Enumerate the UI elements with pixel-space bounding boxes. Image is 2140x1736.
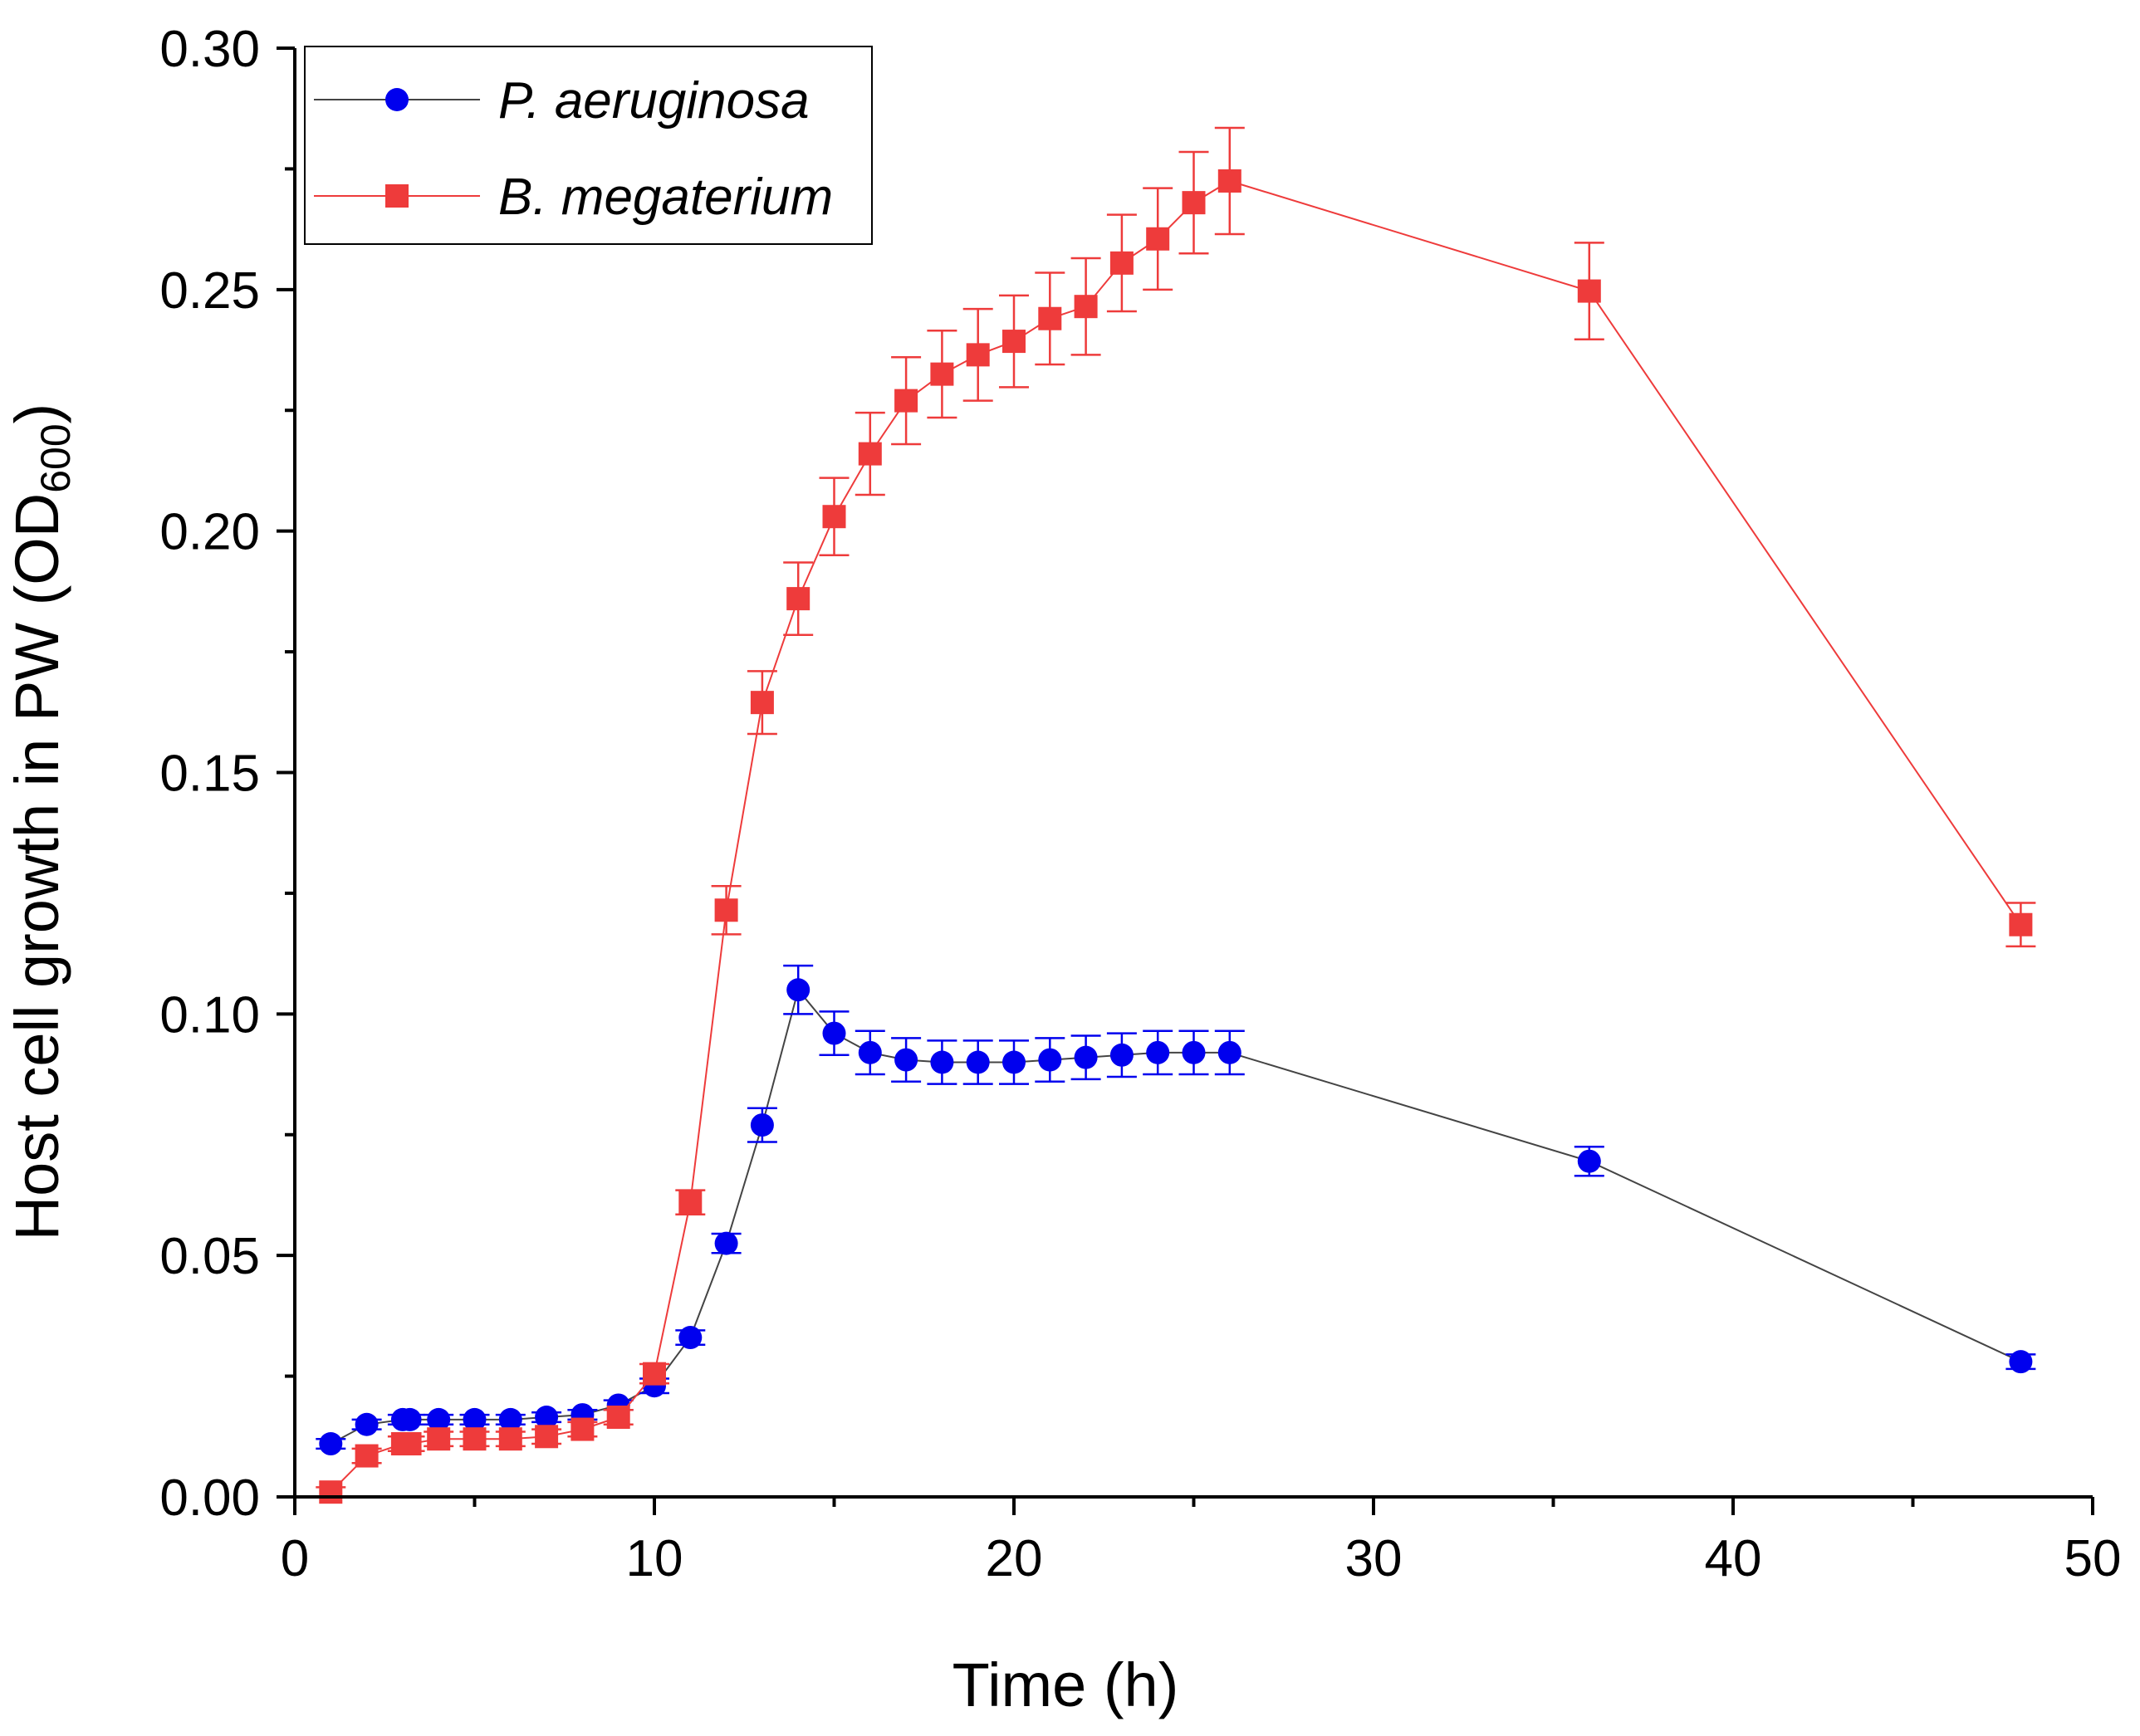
y-tick-label: 0.15 (159, 746, 260, 803)
data-point (822, 505, 846, 529)
legend-marker-p-aeruginosa (385, 88, 409, 111)
x-tick-label: 10 (626, 1530, 683, 1587)
data-point (858, 442, 882, 466)
data-point (894, 1048, 918, 1072)
data-point (786, 587, 810, 611)
data-point (858, 1040, 882, 1064)
data-point (1182, 1040, 1206, 1064)
y-axis-title-subscript: 600 (32, 423, 79, 492)
data-point (643, 1362, 666, 1386)
data-point (1074, 295, 1098, 319)
data-point (606, 1406, 630, 1430)
x-tick-label: 0 (281, 1530, 309, 1587)
data-point (1109, 251, 1134, 275)
data-point (1074, 1045, 1098, 1069)
data-point (786, 978, 810, 1002)
legend-box (304, 46, 873, 245)
x-tick-label: 40 (1705, 1530, 1762, 1587)
legend: P. aeruginosa B. megaterium (304, 46, 873, 245)
series-layer (316, 126, 2036, 1504)
y-tick-label: 0.20 (159, 504, 260, 561)
data-point (535, 1425, 559, 1449)
data-point (714, 898, 738, 922)
data-point (498, 1407, 522, 1431)
data-point (930, 362, 954, 386)
data-point (355, 1412, 379, 1436)
data-point (930, 1050, 954, 1074)
data-point (1182, 191, 1206, 215)
data-point (1146, 227, 1170, 251)
data-point (1002, 1050, 1026, 1074)
data-point (427, 1427, 451, 1451)
data-point (750, 691, 774, 715)
y-axis-title-main: Host cell growth in PW (OD (2, 493, 71, 1241)
data-point (1217, 1040, 1241, 1064)
x-tick-label: 30 (1345, 1530, 1403, 1587)
y-axis-title: Host cell growth in PW (OD600) (2, 403, 79, 1241)
data-point (1577, 1149, 1601, 1173)
data-point (678, 1191, 703, 1215)
y-tick-label: 0.10 (159, 986, 260, 1044)
data-point (966, 1050, 990, 1074)
data-point (1038, 306, 1062, 330)
data-point (398, 1407, 422, 1431)
y-tick-label: 0.05 (159, 1228, 260, 1285)
data-point (894, 389, 918, 413)
legend-marker-b-megaterium (385, 184, 409, 208)
data-point (1002, 330, 1026, 354)
data-point (1217, 169, 1241, 193)
data-point (1038, 1048, 1062, 1072)
data-point (750, 1113, 774, 1137)
x-tick-label: 20 (986, 1530, 1043, 1587)
y-axis-title-close: ) (2, 403, 71, 424)
x-axis-title: Time (h) (952, 1650, 1179, 1719)
series-p-aeruginosa (316, 964, 2036, 1456)
legend-label-b-megaterium: B. megaterium (498, 169, 833, 226)
data-point (355, 1444, 379, 1468)
data-point (463, 1427, 487, 1451)
legend-label-p-aeruginosa: P. aeruginosa (498, 72, 810, 130)
data-point (678, 1326, 703, 1350)
data-point (463, 1407, 487, 1431)
data-point (822, 1021, 846, 1045)
data-point (319, 1432, 343, 1456)
data-point (427, 1407, 451, 1431)
data-point (571, 1417, 595, 1441)
data-point (498, 1427, 522, 1451)
data-point (535, 1406, 559, 1430)
y-tick-label: 0.30 (159, 21, 260, 78)
y-tick-label: 0.25 (159, 262, 260, 320)
data-point (319, 1480, 343, 1504)
data-point (714, 1231, 738, 1255)
x-tick-label: 50 (2064, 1530, 2122, 1587)
data-point (966, 343, 990, 367)
data-point (2009, 1350, 2033, 1374)
data-point (2009, 912, 2033, 936)
data-point (1577, 279, 1601, 303)
y-tick-label: 0.00 (159, 1469, 260, 1527)
data-point (1109, 1043, 1134, 1067)
axes-layer: 0 10 20 30 40 50 0.00 0.05 0.10 0.15 0.20 0.25 0.30 (159, 21, 2121, 1587)
data-point (398, 1432, 422, 1456)
data-point (1146, 1040, 1170, 1064)
series-b-megaterium (316, 126, 2036, 1504)
